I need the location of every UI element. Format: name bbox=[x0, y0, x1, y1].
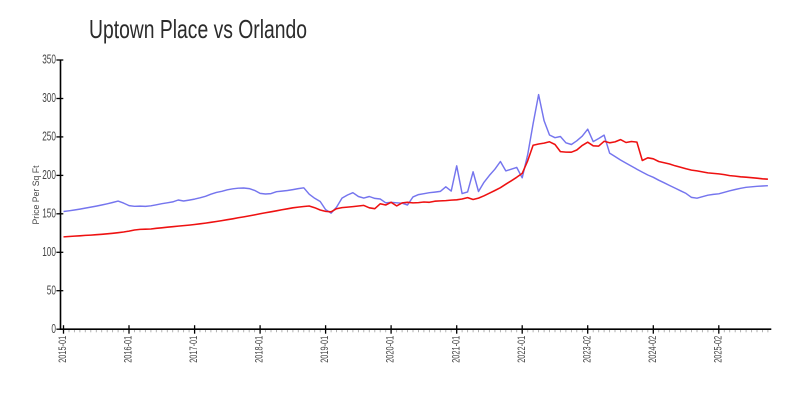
svg-text:2025-02: 2025-02 bbox=[712, 336, 724, 363]
svg-text:300: 300 bbox=[42, 91, 56, 105]
svg-text:2022-01: 2022-01 bbox=[516, 336, 528, 363]
svg-text:2020-01: 2020-01 bbox=[385, 336, 397, 363]
svg-text:350: 350 bbox=[42, 53, 56, 67]
svg-text:Price Per Sq Ft: Price Per Sq Ft bbox=[31, 165, 41, 224]
svg-text:0: 0 bbox=[51, 322, 56, 336]
svg-text:2019-01: 2019-01 bbox=[319, 336, 331, 363]
svg-text:100: 100 bbox=[42, 245, 56, 259]
svg-text:Uptown Place vs Orlando: Uptown Place vs Orlando bbox=[89, 14, 307, 44]
svg-text:2021-01: 2021-01 bbox=[450, 336, 462, 363]
svg-text:150: 150 bbox=[42, 206, 56, 220]
svg-text:2024-02: 2024-02 bbox=[647, 336, 659, 363]
svg-text:2018-01: 2018-01 bbox=[254, 336, 266, 363]
svg-text:250: 250 bbox=[42, 130, 56, 144]
svg-text:2016-01: 2016-01 bbox=[123, 336, 135, 363]
svg-text:2017-01: 2017-01 bbox=[188, 336, 200, 363]
svg-text:2023-02: 2023-02 bbox=[581, 336, 593, 363]
svg-text:200: 200 bbox=[42, 168, 56, 182]
svg-text:2015-01: 2015-01 bbox=[57, 336, 69, 363]
svg-text:50: 50 bbox=[47, 283, 56, 297]
